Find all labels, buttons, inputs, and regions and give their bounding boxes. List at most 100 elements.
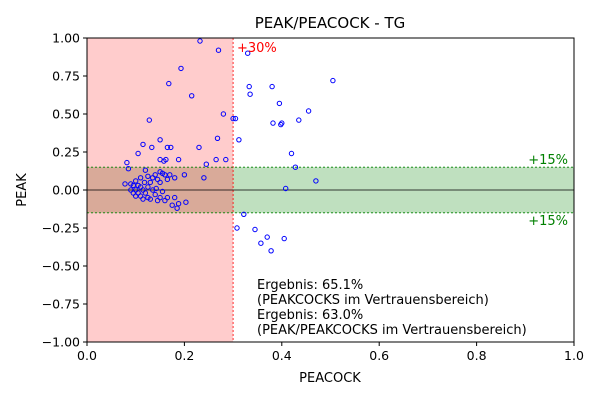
data-point [258, 240, 264, 246]
data-point [145, 184, 151, 190]
data-point [178, 65, 184, 72]
region-30-label: +30% [237, 41, 277, 56]
x-tick-label: 0.2 [174, 348, 194, 363]
data-point [234, 225, 240, 231]
data-point [305, 108, 312, 114]
data-point [246, 83, 252, 90]
y-axis-ticks: −1.00 −0.75 −0.50 −0.25 0.00 0.25 0.50 0.75 1.00 [42, 31, 87, 350]
data-point [164, 176, 171, 183]
y-tick-label: 0.50 [52, 107, 80, 122]
data-point [149, 144, 155, 151]
data-point [292, 164, 299, 170]
data-point [223, 156, 229, 163]
result-line-4: (PEAK/PEAKCOCKS im Vertrauensbereich) [257, 323, 527, 338]
y-axis-label: PEAK [15, 173, 30, 207]
data-point [189, 93, 195, 99]
reference-lines [87, 38, 574, 342]
data-point [133, 193, 139, 199]
x-tick-label: 0.4 [272, 348, 292, 363]
data-point [213, 156, 219, 163]
result-line-1: Ergebnis: 65.1% [257, 278, 363, 293]
data-point [142, 190, 149, 196]
data-point [175, 156, 182, 163]
data-point [163, 156, 169, 163]
data-point [124, 159, 130, 166]
data-point [281, 235, 287, 242]
data-point [140, 141, 146, 148]
data-point [150, 175, 156, 181]
data-point [174, 205, 180, 211]
y-tick-label: −0.50 [42, 259, 80, 274]
data-points [122, 38, 336, 254]
data-point [162, 172, 168, 178]
band-top-label: +15% [528, 153, 568, 168]
data-point [140, 196, 146, 202]
x-tick-label: 0.0 [77, 348, 97, 363]
data-point [313, 178, 319, 184]
data-point [162, 197, 168, 204]
data-point [196, 144, 202, 151]
data-point [122, 181, 128, 187]
data-point [269, 83, 275, 90]
data-point [270, 120, 276, 126]
data-point [330, 77, 336, 84]
data-point [157, 179, 163, 186]
data-point [152, 191, 158, 198]
data-point [241, 211, 247, 218]
data-point [245, 50, 251, 56]
data-point [147, 196, 154, 202]
y-tick-label: −0.25 [42, 221, 80, 236]
data-point [247, 91, 253, 97]
band-bottom-label: +15% [528, 214, 568, 229]
data-point [135, 150, 141, 157]
data-point [169, 202, 175, 208]
x-tick-label: 0.8 [467, 348, 487, 363]
data-point [175, 201, 182, 207]
x-axis-ticks: 0.0 0.2 0.4 0.6 0.8 1.0 [77, 342, 584, 363]
data-point [288, 150, 295, 157]
result-line-2: (PEAKCOCKS im Vertrauensbereich) [257, 293, 489, 308]
data-point [214, 135, 221, 142]
data-point [268, 248, 274, 254]
data-point [276, 100, 283, 107]
data-point [164, 144, 171, 151]
x-tick-label: 0.6 [369, 348, 389, 363]
y-tick-label: 0.25 [52, 145, 80, 160]
data-point [125, 166, 132, 172]
data-point [159, 188, 166, 195]
data-point [142, 167, 149, 173]
x-axis-label: PEACOCK [299, 371, 361, 386]
data-point [167, 172, 173, 178]
data-point [201, 175, 207, 181]
data-point [166, 80, 172, 87]
data-point [150, 187, 156, 193]
data-point [157, 137, 163, 143]
data-point [172, 175, 178, 181]
data-point [145, 173, 151, 180]
y-tick-label: 0.00 [52, 183, 80, 198]
data-point [278, 121, 284, 128]
y-tick-label: 0.75 [52, 69, 80, 84]
data-point [168, 144, 174, 151]
data-point [154, 197, 161, 204]
data-point [203, 161, 210, 167]
data-point [197, 38, 203, 44]
data-point [141, 179, 148, 186]
data-point [220, 111, 227, 117]
data-point [252, 226, 258, 233]
data-point [147, 179, 154, 186]
data-point [133, 178, 139, 184]
data-point [181, 172, 188, 178]
x-tick-label: 1.0 [564, 348, 584, 363]
y-tick-label: −1.00 [42, 335, 80, 350]
data-point [146, 117, 153, 123]
data-point [172, 194, 178, 201]
data-point [137, 175, 144, 181]
data-point [236, 137, 242, 143]
data-point [215, 47, 222, 53]
y-tick-label: −0.75 [42, 297, 80, 312]
data-point [283, 185, 289, 192]
chart-title: PEAK/PEACOCK - TG [255, 14, 406, 32]
data-point [230, 115, 236, 122]
